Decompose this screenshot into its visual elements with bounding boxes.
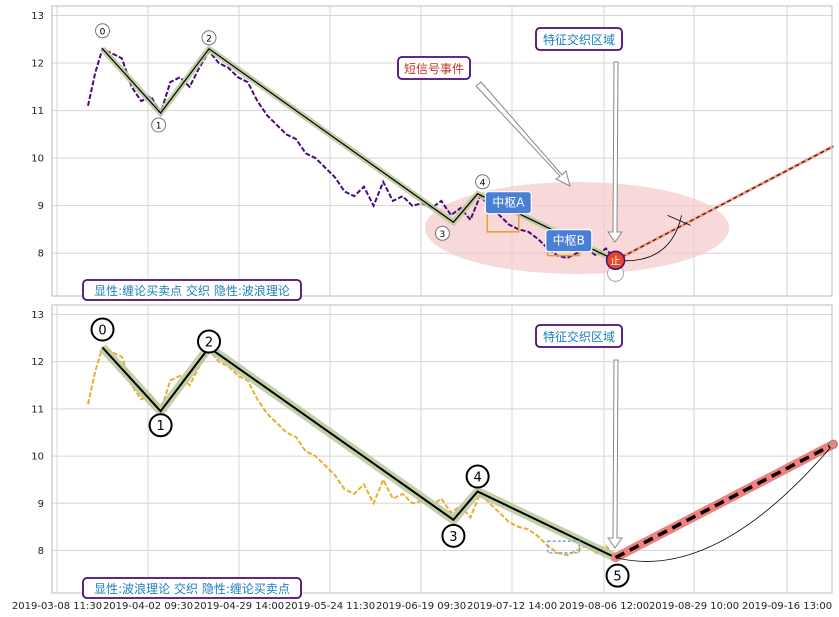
wave-label-text: 4 <box>480 178 486 188</box>
forecast-end-dot <box>828 439 838 449</box>
y-tick-label: 13 <box>31 310 44 321</box>
x-tick-label: 2019-06-19 09:30 <box>376 601 466 612</box>
wave-label-text: 2 <box>205 335 213 350</box>
zhongshu-badge <box>484 191 532 215</box>
signal-marker-label: 止 <box>611 255 621 267</box>
wave-label-text: 1 <box>156 419 164 434</box>
interleave-ellipse <box>425 182 729 274</box>
forecast-line <box>615 145 834 261</box>
y-tick-label: 8 <box>38 546 44 557</box>
wave-label-circle <box>151 117 167 133</box>
wave-label-circle <box>95 23 111 39</box>
x-tick-label: 2019-04-29 14:00 <box>194 601 284 612</box>
wave-label-text: 3 <box>449 530 457 545</box>
panel-caption: 显性:波浪理论 交织 隐性:缠论买卖点 <box>94 581 290 596</box>
y-tick-label: 9 <box>38 201 44 212</box>
x-tick-label: 2019-04-02 09:30 <box>103 601 193 612</box>
wave-label-circle <box>605 563 630 588</box>
feature-region-label: 特征交织区域 <box>543 32 615 47</box>
y-tick-label: 11 <box>31 106 44 117</box>
y-tick-label: 11 <box>31 404 44 415</box>
price-series <box>87 346 617 559</box>
signal-marker <box>605 250 626 271</box>
wave-label-circle <box>434 225 450 241</box>
wave-label-text: 5 <box>613 570 621 585</box>
y-tick-label: 10 <box>31 154 44 165</box>
wave-label-text: 3 <box>440 230 446 240</box>
panel-caption-box <box>82 279 302 301</box>
zhongshu-badge <box>545 229 593 253</box>
x-tick-label: 2019-05-24 11:30 <box>285 601 375 612</box>
wave-label-circle <box>465 464 490 489</box>
wave-label-text: 4 <box>473 470 481 485</box>
y-tick-label: 10 <box>31 452 44 463</box>
plot-frame <box>51 5 833 297</box>
wave-line <box>101 346 617 559</box>
panel-caption-box <box>82 577 302 599</box>
y-tick-label: 12 <box>31 357 44 368</box>
wave-label-circle <box>201 30 217 46</box>
feature-region-arrow <box>607 359 623 549</box>
signal-event-box <box>397 56 471 80</box>
wave-label-circle <box>475 174 491 190</box>
top-panel: 8910111213中枢A中枢B01234止特征交织区域短信号事件显性:缠论买卖… <box>31 5 835 301</box>
wave-label-circle <box>90 317 115 342</box>
feature-region-arrow <box>607 61 623 243</box>
wave-label-circle <box>441 523 466 548</box>
wave-label-text: 2 <box>206 34 212 44</box>
panel-caption: 显性:缠论买卖点 交织 隐性:波浪理论 <box>94 283 290 298</box>
forecast-arc <box>615 444 834 562</box>
wave-label-circle <box>197 329 221 354</box>
x-tick-label: 2019-08-29 10:00 <box>649 601 739 612</box>
wave-label-text: 1 <box>156 121 162 131</box>
forecast-tick <box>667 214 691 226</box>
x-tick-label: 2019-07-12 14:00 <box>467 601 557 612</box>
signal-event-label: 短信号事件 <box>404 62 464 76</box>
zhongshu-label: 中枢A <box>492 195 525 210</box>
feature-region-box <box>535 324 623 348</box>
wave-label-text: 0 <box>98 323 106 338</box>
x-tick-label: 2019-08-06 12:00 <box>559 601 649 612</box>
plot-frame <box>51 304 833 594</box>
x-tick-label: 2019-03-08 11:30 <box>12 601 102 612</box>
y-tick-label: 13 <box>31 11 44 22</box>
y-tick-label: 8 <box>38 249 44 260</box>
wave-label-text: 0 <box>100 27 106 37</box>
signal-event-arrow <box>475 81 571 187</box>
y-tick-label: 9 <box>38 499 44 510</box>
price-series <box>87 47 617 261</box>
zhongshu-label: 中枢B <box>553 233 585 248</box>
wave-label-circle <box>148 413 173 438</box>
zhongshu-dashed <box>547 540 581 554</box>
y-tick-label: 12 <box>31 59 44 70</box>
x-tick-label: 2019-09-16 13:00 <box>742 601 832 612</box>
forecast-arc <box>615 215 682 262</box>
feature-region-box <box>535 27 623 51</box>
forecast-line <box>614 442 835 560</box>
feature-region-label: 特征交织区域 <box>543 329 615 344</box>
